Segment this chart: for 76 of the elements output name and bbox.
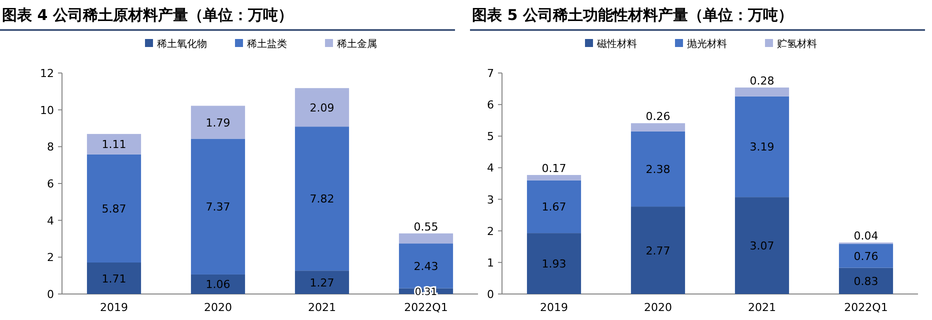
bar bbox=[734, 96, 790, 198]
y-tick-label: 5 bbox=[487, 130, 494, 144]
data-label: 3.07 bbox=[750, 240, 774, 253]
data-label: 1.27 bbox=[310, 276, 334, 290]
bar bbox=[630, 123, 686, 132]
bar bbox=[294, 126, 350, 271]
bar bbox=[398, 233, 454, 244]
data-label: 7.82 bbox=[310, 192, 334, 206]
bar bbox=[190, 274, 246, 294]
data-label: 1.11 bbox=[102, 138, 126, 152]
data-label: 2.77 bbox=[646, 244, 670, 258]
y-tick-label: 0 bbox=[487, 288, 494, 301]
legend-label: 稀土盐类 bbox=[247, 38, 287, 50]
y-tick-label: 6 bbox=[47, 178, 54, 190]
data-label: 1.93 bbox=[542, 258, 566, 271]
y-tick-label: 2 bbox=[487, 224, 494, 238]
data-label: 0.26 bbox=[646, 110, 670, 124]
x-tick-label: 2019 bbox=[100, 301, 128, 314]
y-tick-label: 12 bbox=[40, 67, 54, 80]
bar bbox=[86, 154, 142, 263]
x-tick-label: 2021 bbox=[308, 301, 336, 314]
bar bbox=[838, 244, 894, 268]
data-label: 0.83 bbox=[854, 274, 878, 288]
x-tick-label: 2020 bbox=[204, 301, 232, 314]
bar bbox=[734, 88, 790, 96]
data-label: 0.28 bbox=[750, 74, 774, 88]
y-tick-label: 4 bbox=[487, 162, 494, 175]
legend-label: 贮氢材料 bbox=[777, 38, 817, 50]
legend-label: 稀土金属 bbox=[337, 38, 377, 50]
y-tick-label: 8 bbox=[47, 140, 54, 154]
data-label: 0.76 bbox=[854, 250, 878, 263]
y-tick-label: 10 bbox=[40, 104, 54, 117]
y-tick-label: 7 bbox=[487, 67, 494, 80]
bar bbox=[630, 206, 686, 294]
bar bbox=[398, 244, 454, 288]
data-label: 0.04 bbox=[854, 230, 878, 243]
x-tick-label: 2019 bbox=[540, 301, 568, 314]
x-tick-label: 2020 bbox=[644, 301, 672, 314]
bar bbox=[86, 134, 142, 154]
bar bbox=[190, 106, 246, 139]
bar bbox=[86, 262, 142, 294]
legend-label: 抛光材料 bbox=[687, 38, 727, 50]
y-tick-label: 0 bbox=[47, 288, 54, 301]
data-label: 1.71 bbox=[102, 272, 126, 286]
y-tick-label: 2 bbox=[47, 251, 54, 264]
data-label: 7.37 bbox=[206, 200, 230, 214]
legend-label: 磁性材料 bbox=[596, 38, 637, 50]
data-label: 2.09 bbox=[310, 101, 334, 114]
bar bbox=[526, 180, 582, 234]
bar bbox=[630, 131, 686, 207]
bar bbox=[294, 270, 350, 294]
data-label: 0.17 bbox=[542, 162, 566, 175]
bar bbox=[294, 88, 350, 127]
data-label: 3.19 bbox=[750, 140, 774, 154]
bar bbox=[526, 233, 582, 294]
y-tick-label: 4 bbox=[47, 214, 54, 228]
data-label: 1.67 bbox=[542, 200, 566, 214]
legend-label: 稀土氧化物 bbox=[157, 38, 207, 50]
bar bbox=[838, 268, 894, 294]
chart-title: 图表 4 公司稀土原材料产量（单位：万吨） bbox=[2, 6, 293, 24]
data-label: 5.87 bbox=[102, 202, 126, 216]
data-label: 2.38 bbox=[646, 162, 670, 176]
bar bbox=[734, 197, 790, 294]
data-label: 0.55 bbox=[414, 220, 438, 234]
chart-title: 图表 5 公司稀土功能性材料产量（单位：万吨） bbox=[472, 6, 793, 24]
y-tick-label: 6 bbox=[487, 98, 494, 112]
data-label: 1.06 bbox=[206, 278, 230, 292]
x-tick-label: 2022Q1 bbox=[404, 301, 448, 314]
bar bbox=[526, 174, 582, 180]
y-tick-label: 3 bbox=[487, 193, 494, 206]
data-label: 1.79 bbox=[206, 116, 230, 130]
y-tick-label: 1 bbox=[487, 256, 494, 270]
bar bbox=[190, 138, 246, 274]
x-tick-label: 2022Q1 bbox=[844, 301, 888, 314]
data-label: 2.43 bbox=[414, 260, 438, 273]
x-tick-label: 2021 bbox=[748, 301, 776, 314]
